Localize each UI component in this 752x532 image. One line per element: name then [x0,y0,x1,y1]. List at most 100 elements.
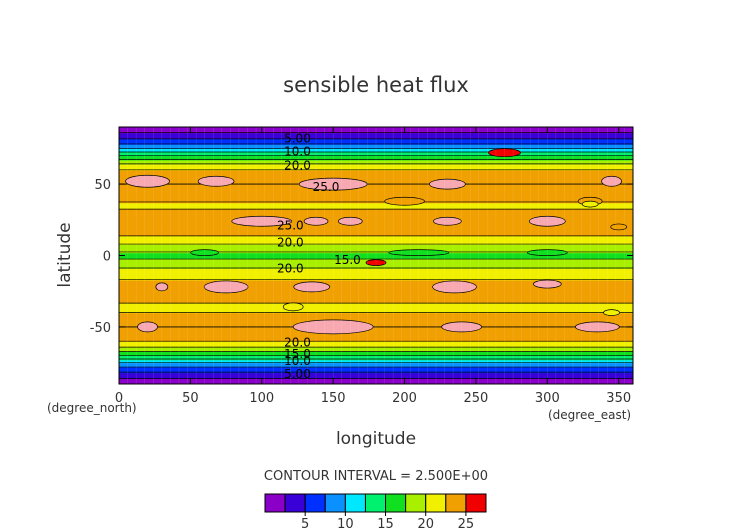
colorbar-cell [344,493,366,513]
band-cell [119,144,633,147]
band-cell [119,241,633,244]
band-cell [119,292,633,295]
band-cell [119,286,633,289]
band-cell [119,232,633,235]
band-cell [119,295,633,298]
band-cell [119,346,633,349]
contour-blob [298,177,368,191]
band-cell [119,226,633,229]
band-cell [119,211,633,214]
band-cell [119,209,633,212]
colorbar-cell [304,493,326,513]
contour-blob [197,175,235,187]
band-cell [119,281,633,284]
band-cell [119,185,633,188]
colorbar-cell [425,493,447,513]
band-cell [119,132,633,135]
band-cell [119,351,633,354]
band-cell [119,306,633,309]
band-cell [119,219,633,222]
band-cell [119,271,633,274]
band-cell [119,249,633,252]
band-cell [119,156,633,160]
band-cell [119,285,633,288]
x-tick-label: 200 [392,391,417,406]
contour-label: 20.0 [284,159,311,173]
band-cell [119,194,633,197]
band-cell [119,288,633,291]
contour-blob [528,215,566,227]
x-tick-label: 350 [606,391,631,406]
x-tick-label: 150 [321,391,346,406]
band-cell [119,171,633,174]
band-cell [119,322,633,325]
band-cell [119,181,633,184]
band-cell [119,169,633,172]
contour-label: 10.0 [284,354,311,368]
band-cell [119,339,633,342]
band-cell [119,336,633,339]
band-cell [119,166,633,170]
band-cell [119,375,633,378]
contour-blob [293,281,331,293]
band-cell [119,326,633,329]
x-axis-ticks: 0 50 100 150 200 250 300 350 [115,127,631,406]
colorbar-ticks: 5 10 15 20 25 [301,512,474,532]
band-cell [119,328,633,331]
x-tick-label: 300 [535,391,560,406]
band-cell [119,216,633,219]
band-cell [119,279,633,282]
band-cell [119,379,633,382]
contour-blobs [119,127,633,384]
contour-blob [601,175,622,187]
contour-blob [231,215,293,227]
band-cell [119,242,633,245]
contour-label: 20.0 [277,236,304,250]
band-cell [119,265,633,268]
band-cell [119,188,633,191]
band-cell [119,364,633,367]
band-cell [119,165,633,168]
band-cell [119,272,633,275]
band-cell [119,184,633,187]
contour-blob [388,249,450,256]
contour-blob [526,249,568,256]
band-cell [119,359,633,362]
colorbar-tick-label: 15 [377,517,394,532]
band-cell [119,139,633,142]
band-cell [119,376,633,379]
colorbar-tick-label: 5 [301,517,309,532]
band-cell [119,224,633,227]
contour-labels: 5.0010.020.025.025.020.015.020.020.015.0… [277,131,361,381]
band-cell [119,341,633,344]
colorbar-cell [445,493,467,513]
band-cell [119,178,633,181]
band-cell [119,222,633,225]
band-cell [119,164,633,167]
band-cell [119,378,633,381]
contour-blob [365,259,387,266]
band-cell [119,304,633,307]
band-cell [119,361,633,364]
colorbar-tick-label: 25 [458,517,475,532]
band-cell [119,309,633,312]
contour-label: 25.0 [277,219,304,233]
band-cell [119,146,633,150]
contour-blob [610,223,628,231]
band-cell [119,368,633,371]
contour-interval-label: CONTOUR INTERVAL = 2.500E+00 [264,469,488,484]
band-cell [119,198,633,201]
contour-blob [574,321,620,333]
contour-bands [119,127,633,384]
band-cell [119,324,633,327]
band-cell [119,215,633,218]
band-cell [119,186,633,189]
band-cell [119,318,633,321]
band-cell [119,298,633,301]
band-cell [119,369,633,372]
band-cell [119,299,633,302]
band-cell [119,302,633,305]
colorbar-cell [465,493,487,513]
band-cell [119,128,633,131]
band-cell [119,135,633,138]
